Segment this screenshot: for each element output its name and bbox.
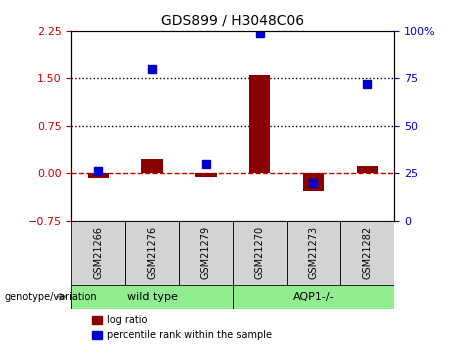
Bar — [88, 173, 109, 178]
Bar — [71, 221, 125, 285]
Text: wild type: wild type — [127, 292, 177, 302]
Bar — [287, 221, 340, 285]
Bar — [356, 166, 378, 173]
Point — [256, 30, 263, 36]
Point — [364, 81, 371, 87]
Bar — [249, 75, 271, 173]
Text: GSM21282: GSM21282 — [362, 226, 372, 279]
Text: GSM21276: GSM21276 — [147, 226, 157, 279]
Point — [148, 66, 156, 72]
Bar — [340, 221, 394, 285]
Point — [202, 161, 210, 167]
Text: GSM21266: GSM21266 — [93, 226, 103, 279]
Bar — [233, 221, 287, 285]
Legend: log ratio, percentile rank within the sample: log ratio, percentile rank within the sa… — [93, 315, 272, 340]
Title: GDS899 / H3048C06: GDS899 / H3048C06 — [161, 13, 304, 27]
Point — [95, 169, 102, 174]
Bar — [195, 173, 217, 177]
Text: GSM21273: GSM21273 — [308, 226, 319, 279]
Bar — [125, 221, 179, 285]
Bar — [303, 173, 324, 191]
Text: AQP1-/-: AQP1-/- — [293, 292, 334, 302]
Text: GSM21279: GSM21279 — [201, 226, 211, 279]
Bar — [233, 285, 394, 309]
Bar — [179, 221, 233, 285]
Bar — [142, 159, 163, 173]
Bar — [71, 285, 233, 309]
Text: GSM21270: GSM21270 — [254, 226, 265, 279]
Point — [310, 180, 317, 186]
Text: genotype/variation: genotype/variation — [5, 292, 97, 302]
